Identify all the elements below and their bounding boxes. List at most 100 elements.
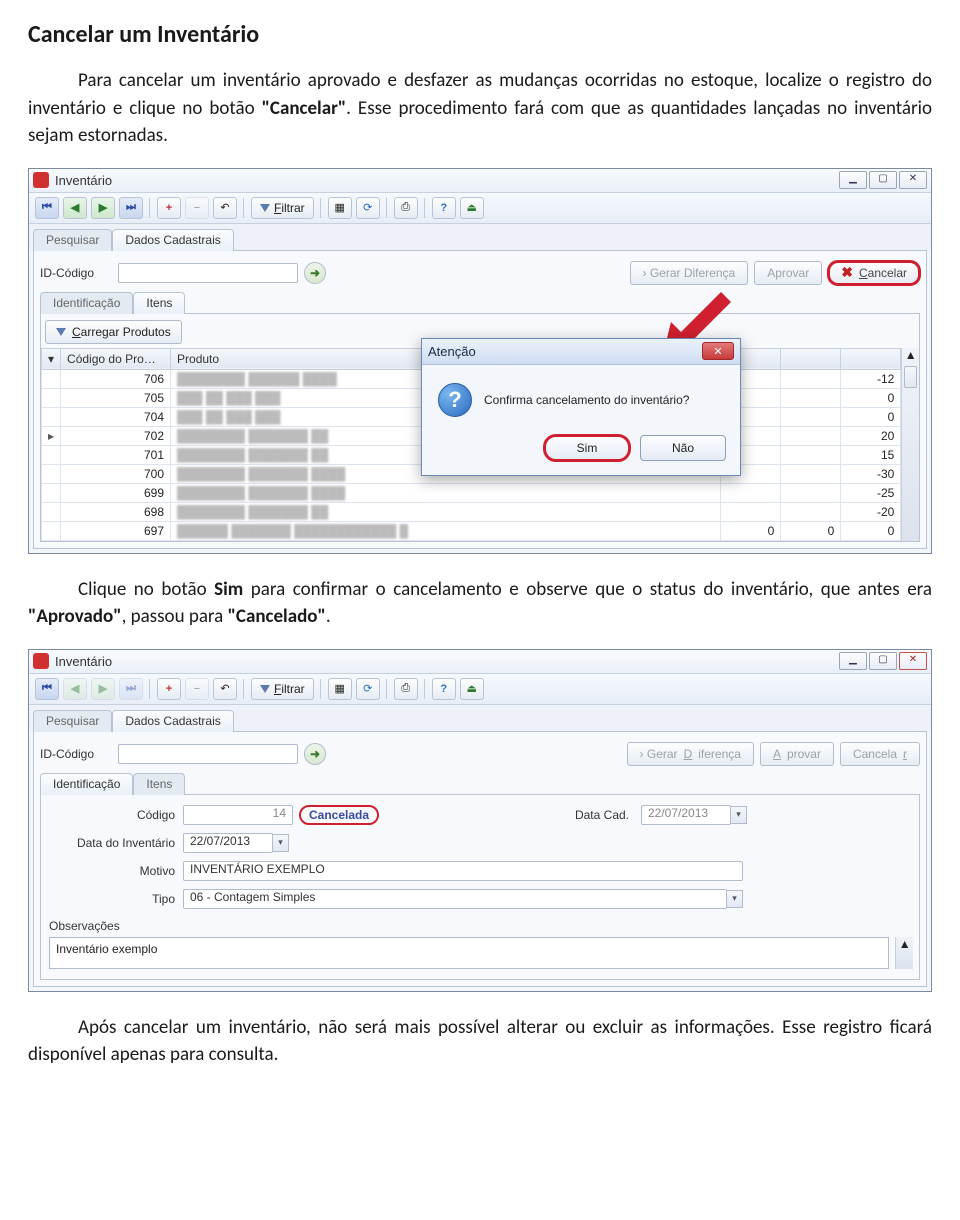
- filter-button[interactable]: Filtrar: [251, 678, 314, 700]
- nav-next-button[interactable]: ▶: [91, 197, 115, 219]
- motivo-input[interactable]: INVENTÁRIO EXEMPLO: [183, 861, 743, 881]
- toolbar: ⏮ ◀ ▶ ⏭ + − ↶ Filtrar ▦ ⟳ ⎙ ? ⏏: [29, 193, 931, 224]
- gerar-diferenca-button[interactable]: › Gerar Diferença: [630, 261, 749, 285]
- close-window-button[interactable]: ✕: [899, 652, 927, 670]
- p2-c: para confirmar o cancelamento e observe …: [243, 578, 932, 601]
- grid-view-button[interactable]: ▦: [328, 678, 352, 700]
- cancelar-button[interactable]: Cancelar: [840, 742, 920, 766]
- datainv-input[interactable]: 22/07/2013 ▾: [183, 833, 289, 853]
- dialog-title: Atenção: [428, 344, 702, 359]
- maximize-button[interactable]: ▢: [869, 171, 897, 189]
- observacoes-textarea[interactable]: Inventário exemplo: [49, 937, 889, 969]
- paragraph-2: Clique no botão Sim para confirmar o can…: [28, 576, 932, 631]
- help-button[interactable]: ?: [432, 678, 456, 700]
- minimize-button[interactable]: ▁: [839, 652, 867, 670]
- tab-body: ID-Código ➜ › Gerar Diferença Aprovar Ca…: [33, 731, 927, 987]
- id-codigo-label: ID-Código: [40, 747, 112, 761]
- go-button[interactable]: ➜: [304, 262, 326, 284]
- gerar-diferenca-button[interactable]: › Gerar Diferença: [627, 742, 754, 766]
- delete-button[interactable]: −: [185, 197, 209, 219]
- add-button[interactable]: +: [157, 678, 181, 700]
- row-selector-header[interactable]: ▾: [42, 348, 61, 369]
- obs-scrollbar[interactable]: ▲: [895, 937, 913, 969]
- filter-button[interactable]: Filtrar: [251, 197, 314, 219]
- table-row[interactable]: 697██████ ███████ ████████████ █000: [42, 521, 901, 540]
- dialog-sim-button[interactable]: Sim: [544, 435, 630, 461]
- codigo-value: 14: [183, 805, 293, 825]
- p2-a: Clique no botão: [78, 578, 214, 601]
- add-button[interactable]: +: [157, 197, 181, 219]
- id-codigo-input[interactable]: [118, 744, 298, 764]
- motivo-label: Motivo: [45, 864, 175, 878]
- datacad-input[interactable]: 22/07/2013 ▾: [641, 805, 747, 825]
- nav-first-button[interactable]: ⏮: [35, 678, 59, 700]
- funnel-icon: [56, 328, 66, 336]
- nav-last-button[interactable]: ⏭: [119, 678, 143, 700]
- col-codigo[interactable]: Código do Pro…: [61, 348, 171, 369]
- titlebar: Inventário ▁ ▢ ✕: [29, 169, 931, 193]
- tab-pesquisar[interactable]: Pesquisar: [33, 229, 112, 251]
- status-cancelada: Cancelada: [301, 807, 377, 823]
- subtab-identificacao[interactable]: Identificação: [40, 773, 133, 795]
- nav-next-button[interactable]: ▶: [91, 678, 115, 700]
- subtab-itens[interactable]: Itens: [133, 292, 185, 314]
- delete-button[interactable]: −: [185, 678, 209, 700]
- undo-button[interactable]: ↶: [213, 678, 237, 700]
- id-codigo-label: ID-Código: [40, 266, 112, 280]
- window-title: Inventário: [55, 173, 839, 188]
- datacad-label: Data Cad.: [575, 808, 629, 822]
- col-c2[interactable]: [781, 348, 841, 369]
- tipo-select[interactable]: 06 - Contagem Simples ▾: [183, 889, 743, 909]
- tab-dados-cadastrais[interactable]: Dados Cadastrais: [112, 229, 233, 251]
- dialog-nao-button[interactable]: Não: [640, 435, 726, 461]
- aprovar-button[interactable]: Aprovar: [760, 742, 834, 766]
- filter-label: Filtrar: [274, 682, 305, 696]
- funnel-icon: [260, 204, 270, 212]
- nav-first-button[interactable]: ⏮: [35, 197, 59, 219]
- tab-body: ID-Código ➜ › Gerar Diferença Aprovar ✖ …: [33, 250, 927, 549]
- titlebar: Inventário ▁ ▢ ✕: [29, 650, 931, 674]
- exit-button[interactable]: ⏏: [460, 197, 484, 219]
- inventario-window-1: Inventário ▁ ▢ ✕ ⏮ ◀ ▶ ⏭ + − ↶ Filtrar ▦…: [28, 168, 932, 554]
- grid-view-button[interactable]: ▦: [328, 197, 352, 219]
- help-button[interactable]: ?: [432, 197, 456, 219]
- minimize-button[interactable]: ▁: [839, 171, 867, 189]
- id-codigo-input[interactable]: [118, 263, 298, 283]
- p2-g: .: [326, 605, 331, 628]
- tab-dados-cadastrais[interactable]: Dados Cadastrais: [112, 710, 233, 732]
- aprovar-button[interactable]: Aprovar: [754, 261, 822, 285]
- tab-pesquisar[interactable]: Pesquisar: [33, 710, 112, 732]
- sub-tabs: Identificação Itens: [40, 772, 920, 794]
- dialog-close-button[interactable]: ✕: [702, 342, 734, 360]
- undo-button[interactable]: ↶: [213, 197, 237, 219]
- p1-bold-cancelar: "Cancelar": [262, 97, 347, 120]
- subtab-itens[interactable]: Itens: [133, 773, 185, 795]
- refresh-button[interactable]: ⟳: [356, 678, 380, 700]
- nav-prev-button[interactable]: ◀: [63, 678, 87, 700]
- go-button[interactable]: ➜: [304, 743, 326, 765]
- funnel-icon: [260, 685, 270, 693]
- p2-aprovado: "Aprovado": [28, 605, 122, 628]
- table-row[interactable]: 699████████ ███████ ████-25: [42, 483, 901, 502]
- vertical-scrollbar[interactable]: ▲: [901, 348, 919, 541]
- carregar-produtos-button[interactable]: Carregar Produtos: [45, 320, 182, 344]
- app-icon: [33, 653, 49, 669]
- print-button[interactable]: ⎙: [394, 197, 418, 219]
- observacoes-label: Observações: [43, 913, 917, 935]
- maximize-button[interactable]: ▢: [869, 652, 897, 670]
- cancel-x-icon: ✖: [841, 264, 853, 281]
- table-row[interactable]: 698████████ ███████ ██-20: [42, 502, 901, 521]
- col-diff[interactable]: [841, 348, 901, 369]
- cancelar-button[interactable]: ✖ Cancelar: [828, 261, 920, 285]
- nav-last-button[interactable]: ⏭: [119, 197, 143, 219]
- print-button[interactable]: ⎙: [394, 678, 418, 700]
- page-title: Cancelar um Inventário: [28, 20, 932, 49]
- nav-prev-button[interactable]: ◀: [63, 197, 87, 219]
- exit-button[interactable]: ⏏: [460, 678, 484, 700]
- refresh-button[interactable]: ⟳: [356, 197, 380, 219]
- sub-tabs: Identificação Itens: [40, 291, 920, 313]
- grid-wrapper: ▾ Código do Pro… Produto 706████████ ███…: [41, 348, 919, 541]
- close-window-button[interactable]: ✕: [899, 171, 927, 189]
- p2-sim: Sim: [214, 578, 243, 601]
- subtab-identificacao[interactable]: Identificação: [40, 292, 133, 314]
